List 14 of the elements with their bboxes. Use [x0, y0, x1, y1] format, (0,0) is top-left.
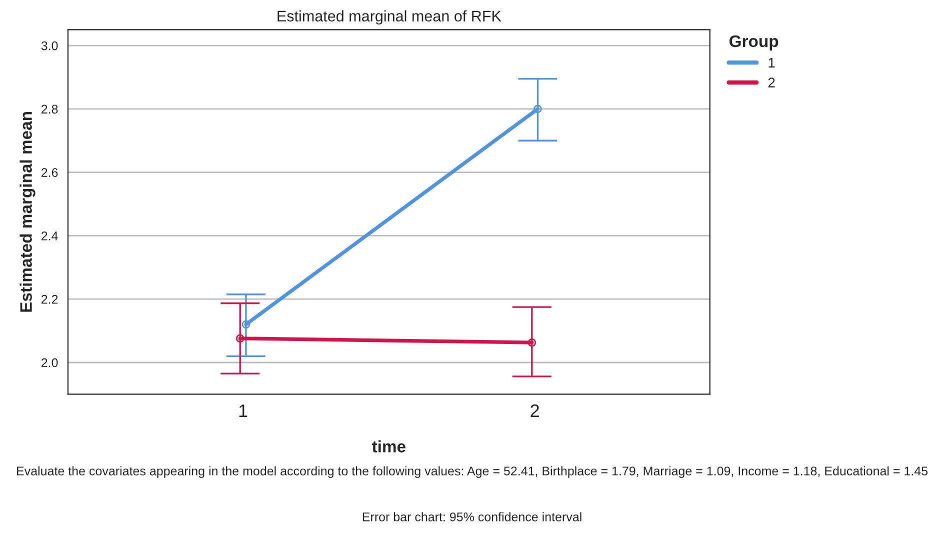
legend-label: 2 — [768, 78, 775, 88]
x-axis-title: time — [372, 440, 406, 452]
chart-title: Estimated marginal mean of RFK — [278, 10, 502, 25]
y-tick-label: 2.2 — [42, 294, 58, 304]
y-tick-label: 2.4 — [42, 232, 58, 240]
y-tick-label: 2.0 — [42, 358, 58, 368]
y-tick-label: 3.0 — [41, 41, 58, 50]
text: Error bar chart: 95% confidence interval — [362, 512, 582, 522]
y-axis-title: Estimated marginal mean — [20, 112, 36, 312]
y-tick-label: 2.8 — [42, 104, 58, 114]
legend-label: 1 — [768, 58, 775, 68]
y-tick-label: 2.6 — [42, 168, 58, 177]
legend-title: Group — [729, 35, 778, 50]
text: Evaluate the covariates appearing in the model according to the following values: Age = 52.41, Birthplace = 1.79, Marriage = 1.09, Income = 1.18, Educational = 1.45 — [17, 466, 928, 478]
